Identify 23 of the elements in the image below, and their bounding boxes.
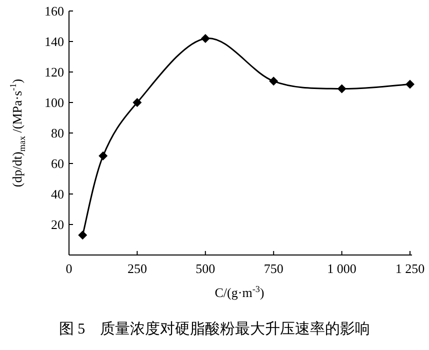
x-tick-label: 250 [127,261,147,276]
x-tick-label: 1 250 [395,261,425,276]
x-tick-label: 0 [66,261,72,276]
y-tick-label: 20 [51,217,64,232]
x-tick-label: 500 [196,261,216,276]
x-axis-title: C/(g·m$^{-3}$) [214,284,264,300]
point [406,80,414,89]
point [200,34,210,43]
y-tick-label: 60 [51,156,64,171]
x-tick-label: 1 000 [327,261,356,276]
y-tick-label: 160 [44,4,64,18]
point [132,98,142,107]
point [78,230,88,240]
point [337,84,346,94]
x-tick-label: 750 [264,261,284,276]
y-tick-label: 40 [51,186,64,202]
y-tick-label: 100 [44,95,64,110]
y-tick-label: 120 [44,64,64,80]
y-tick-label: 80 [51,126,64,140]
point [98,151,108,160]
y-tick-label: 140 [44,34,64,49]
point [269,76,278,86]
text: 图 5 质量浓度对硬脂酸粉最大升压速率的影响 [58,322,370,338]
